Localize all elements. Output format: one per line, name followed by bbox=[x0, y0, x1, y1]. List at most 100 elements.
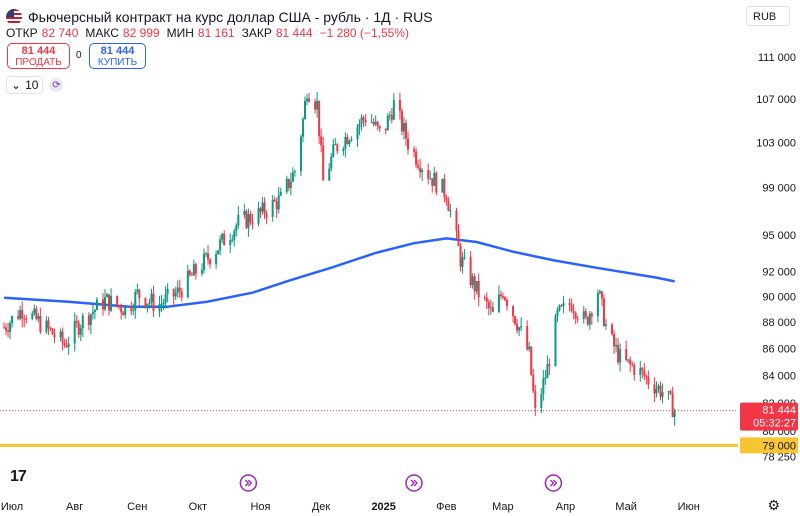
candle-body bbox=[400, 110, 403, 132]
candle-body bbox=[148, 302, 151, 304]
x-tick-label: Дек bbox=[312, 501, 331, 513]
candle-body bbox=[534, 391, 537, 409]
candle-body bbox=[19, 310, 22, 319]
candle-body bbox=[417, 164, 420, 168]
candle-body bbox=[613, 334, 616, 347]
candle-body bbox=[77, 322, 80, 335]
chevron-down-icon: ⌄ bbox=[11, 78, 22, 92]
candle-body bbox=[166, 289, 169, 295]
candle-body bbox=[271, 199, 274, 217]
candle-body bbox=[376, 121, 379, 126]
low-label: МИН bbox=[166, 26, 194, 40]
candle-body bbox=[443, 178, 446, 197]
candle-body bbox=[51, 328, 54, 335]
refresh-icon[interactable]: ⟳ bbox=[49, 78, 64, 92]
candle-body bbox=[101, 299, 104, 310]
candle-body bbox=[306, 98, 308, 101]
indicator-bar: ⌄ 10 ⟳ bbox=[6, 76, 64, 94]
buy-button[interactable]: 81 444 КУПИТЬ bbox=[89, 43, 146, 69]
candle-body bbox=[487, 301, 490, 308]
candle-body bbox=[190, 274, 193, 276]
candle-body bbox=[178, 287, 181, 292]
y-tick-label: 95 000 bbox=[762, 230, 796, 242]
candle-body bbox=[596, 293, 599, 317]
candle-body bbox=[398, 100, 401, 111]
x-tick-label: Июл bbox=[1, 501, 23, 513]
candle-body bbox=[358, 124, 361, 128]
candle-body bbox=[643, 370, 646, 377]
candle-body bbox=[627, 359, 630, 361]
candle-body bbox=[461, 257, 464, 267]
candle-body bbox=[629, 359, 632, 364]
change-value: −1 280 (−1,55%) bbox=[319, 26, 409, 40]
ohlc-legend: ОТКР 82 740 МАКС 82 999 МИН 81 161 ЗАКР 81 4… bbox=[6, 26, 412, 40]
candle-body bbox=[39, 316, 42, 332]
candle-body bbox=[237, 214, 240, 226]
candle-body bbox=[330, 156, 333, 169]
candle-body bbox=[501, 295, 504, 298]
candle-body bbox=[53, 334, 56, 338]
candle-body bbox=[556, 309, 559, 317]
candle-body bbox=[336, 144, 339, 152]
candle-body bbox=[33, 308, 36, 314]
x-tick-label: Окт bbox=[189, 501, 208, 513]
candle-body bbox=[207, 253, 210, 260]
gear-icon[interactable]: ⚙ bbox=[767, 497, 780, 513]
y-tick-label: 84 000 bbox=[762, 370, 796, 382]
candle-body bbox=[79, 328, 82, 335]
y-tick-label: 107 000 bbox=[756, 94, 796, 106]
candle-body bbox=[186, 270, 189, 298]
sell-button[interactable]: 81 444 ПРОДАТЬ bbox=[7, 43, 70, 69]
candle-body bbox=[445, 196, 448, 202]
open-label: ОТКР bbox=[6, 26, 38, 40]
candle-body bbox=[124, 305, 127, 316]
candle-body bbox=[520, 326, 523, 328]
candle-body bbox=[164, 294, 167, 304]
candle-body bbox=[404, 123, 407, 139]
candle-body bbox=[471, 276, 474, 286]
indicator-toggle[interactable]: ⌄ 10 bbox=[6, 76, 44, 94]
candle-body bbox=[604, 324, 607, 326]
x-tick-label: Май bbox=[615, 501, 637, 513]
candle-body bbox=[205, 253, 207, 255]
candle-body bbox=[390, 115, 393, 120]
candle-body bbox=[544, 378, 547, 380]
x-tick-label: 2025 bbox=[371, 501, 395, 513]
x-tick-label: Фев bbox=[436, 501, 456, 513]
candle-body bbox=[586, 316, 589, 325]
symbol-title[interactable]: Фьючерсный контракт на курс доллар США -… bbox=[28, 9, 433, 25]
candle-body bbox=[273, 199, 276, 202]
candle-body bbox=[348, 140, 351, 144]
candle-body bbox=[421, 170, 424, 173]
candle-body bbox=[625, 349, 628, 361]
candle-body bbox=[172, 289, 175, 297]
candle-body bbox=[202, 253, 205, 270]
candle-body bbox=[576, 318, 579, 320]
high-label: МАКС bbox=[85, 26, 119, 40]
candle-body bbox=[360, 117, 363, 125]
candle-body bbox=[180, 291, 183, 298]
candle-body bbox=[356, 127, 359, 140]
candle-body bbox=[334, 144, 337, 146]
candle-body bbox=[91, 312, 94, 315]
candle-body bbox=[308, 98, 311, 102]
level-price-tag bbox=[740, 437, 798, 454]
candle-body bbox=[11, 316, 14, 324]
candle-body bbox=[130, 305, 133, 312]
candle-body bbox=[261, 202, 264, 212]
candle-body bbox=[362, 117, 365, 120]
tradingview-logo[interactable]: 17 bbox=[10, 468, 27, 485]
candle-body bbox=[144, 297, 147, 308]
candle-body bbox=[514, 316, 517, 325]
candle-body bbox=[249, 213, 252, 223]
candle-body bbox=[320, 136, 323, 146]
candle-body bbox=[602, 298, 605, 326]
candle-body bbox=[449, 210, 452, 212]
candle-body bbox=[245, 211, 248, 228]
currency-selector[interactable]: RUB bbox=[746, 6, 790, 26]
y-tick-label: 86 000 bbox=[762, 343, 796, 355]
candle-body bbox=[122, 312, 125, 316]
close-value: 81 444 bbox=[275, 26, 313, 40]
candle-body bbox=[570, 305, 573, 312]
